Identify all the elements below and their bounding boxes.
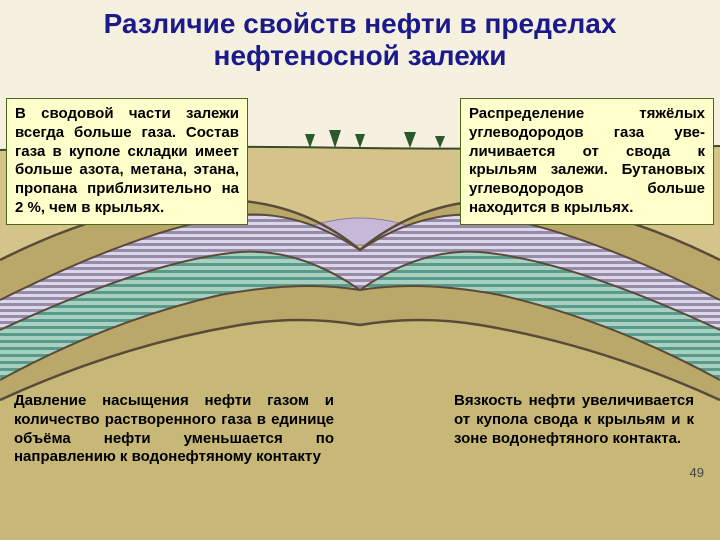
textbox-bottom-left: Давление насыщения нефти газом и количес… <box>6 386 342 473</box>
textbox-top-right: Распределение тяжёлых углеводородов газа… <box>460 98 714 225</box>
textbox-bottom-right: Вязкость нефти увеличивается от купола с… <box>446 386 702 454</box>
page-number: 49 <box>690 465 704 480</box>
page-title: Различие свойств нефти в пределах нефтен… <box>0 0 720 76</box>
textbox-top-left: В сводовой части залежи всегда больше га… <box>6 98 248 225</box>
